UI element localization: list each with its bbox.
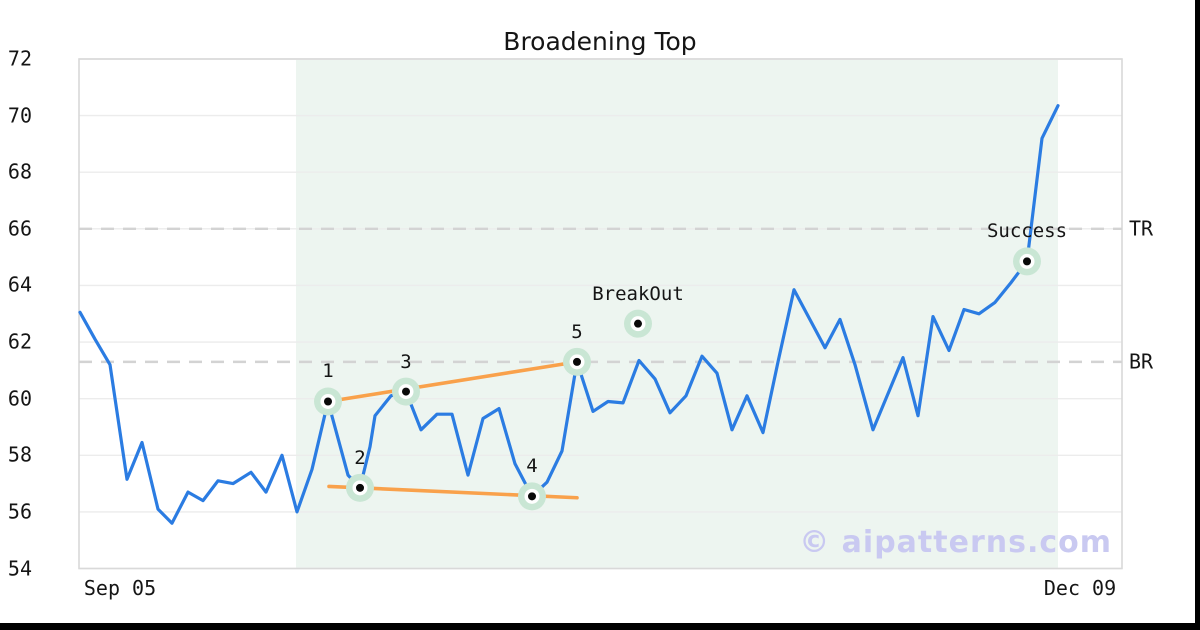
x-tick-start: Sep 05 xyxy=(83,576,157,600)
marker-label-success: Success xyxy=(986,220,1068,243)
chart-title: Broadening Top xyxy=(503,27,697,56)
marker-dot-1 xyxy=(324,397,332,406)
y-tick-54: 54 xyxy=(7,556,32,581)
right-border xyxy=(1195,0,1200,630)
marker-dot-5 xyxy=(573,357,581,366)
y-tick-56: 56 xyxy=(7,499,32,524)
y-tick-60: 60 xyxy=(7,386,32,411)
bottom-border xyxy=(0,623,1200,630)
y-tick-68: 68 xyxy=(7,159,32,184)
marker-dot-breakout xyxy=(634,319,642,328)
marker-label-1: 1 xyxy=(322,360,334,383)
x-tick-end: Dec 09 xyxy=(1043,576,1117,600)
marker-label-5: 5 xyxy=(571,320,583,343)
y-tick-62: 62 xyxy=(7,329,32,354)
marker-label-breakout: BreakOut xyxy=(592,282,684,305)
level-label-tr: TR xyxy=(1129,216,1154,241)
price-line xyxy=(78,104,1060,525)
y-tick-70: 70 xyxy=(7,103,32,128)
marker-label-3: 3 xyxy=(400,350,412,373)
y-tick-66: 66 xyxy=(7,216,32,241)
marker-dot-3 xyxy=(402,387,410,396)
y-tick-58: 58 xyxy=(7,442,32,467)
marker-label-4: 4 xyxy=(526,455,538,478)
upper-trendline xyxy=(326,360,579,404)
marker-label-2: 2 xyxy=(354,446,366,469)
marker-dot-success xyxy=(1023,257,1031,266)
marker-dot-4 xyxy=(528,492,536,501)
watermark: © aipatterns.com xyxy=(799,525,1112,560)
y-tick-64: 64 xyxy=(7,273,32,298)
y-tick-72: 72 xyxy=(7,46,32,71)
level-label-br: BR xyxy=(1129,349,1154,374)
pattern-region xyxy=(296,60,1058,568)
marker-dot-2 xyxy=(356,483,364,492)
